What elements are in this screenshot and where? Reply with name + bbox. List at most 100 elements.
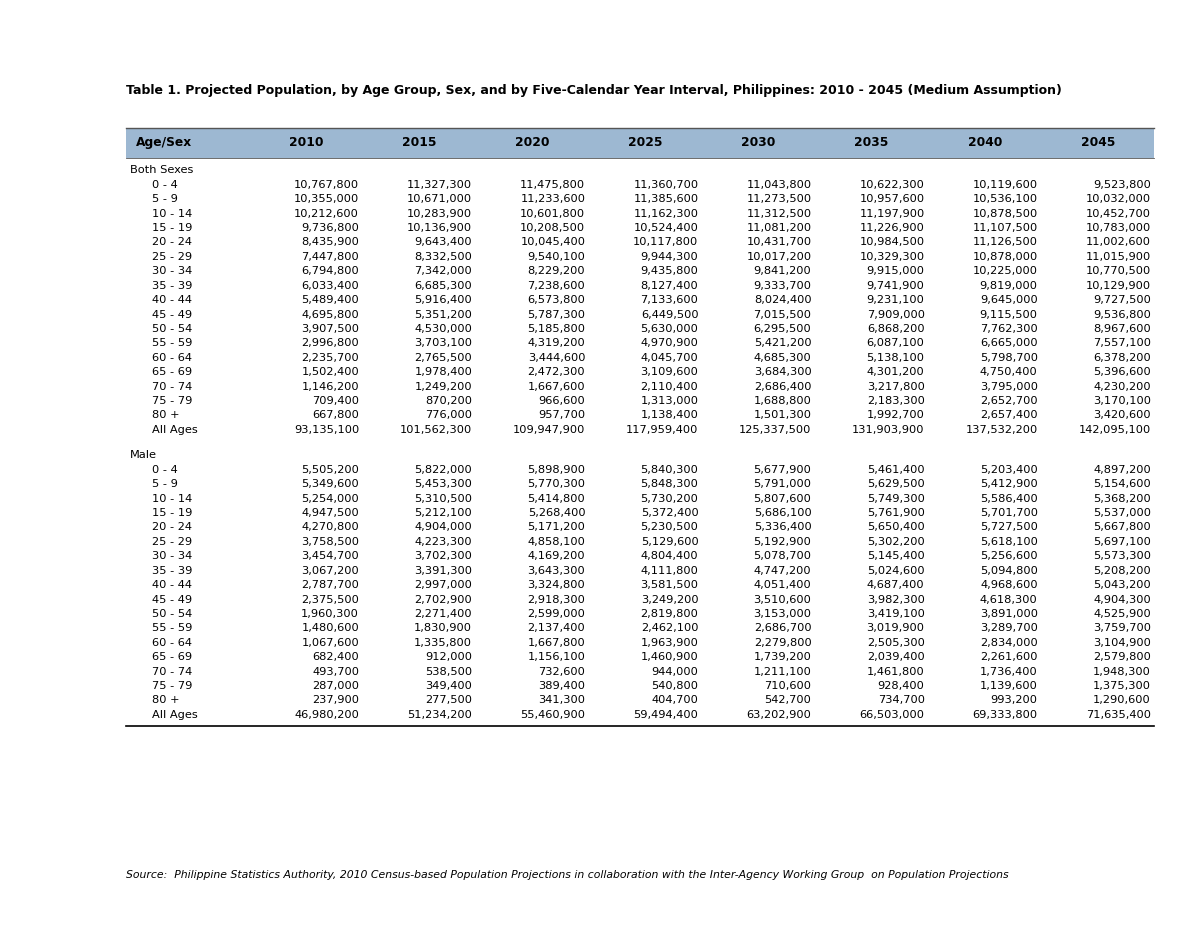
Text: 3,249,200: 3,249,200 xyxy=(641,594,698,604)
Text: 5,630,000: 5,630,000 xyxy=(641,324,698,334)
Text: 1,067,600: 1,067,600 xyxy=(301,638,359,648)
Text: 341,300: 341,300 xyxy=(539,695,586,705)
Text: 30 - 34: 30 - 34 xyxy=(152,266,193,276)
Text: 5,171,200: 5,171,200 xyxy=(528,523,586,532)
Text: 2,462,100: 2,462,100 xyxy=(641,623,698,633)
Text: 59,494,400: 59,494,400 xyxy=(634,710,698,720)
Text: 4,695,800: 4,695,800 xyxy=(301,310,359,320)
Text: 277,500: 277,500 xyxy=(425,695,472,705)
Text: 11,385,600: 11,385,600 xyxy=(634,194,698,204)
Text: 10,119,600: 10,119,600 xyxy=(972,180,1038,190)
Text: 5,024,600: 5,024,600 xyxy=(866,565,924,576)
Text: 389,400: 389,400 xyxy=(539,681,586,691)
Text: 9,540,100: 9,540,100 xyxy=(528,252,586,261)
Text: 870,200: 870,200 xyxy=(425,396,472,406)
Text: 2,765,500: 2,765,500 xyxy=(414,353,472,362)
Text: 66,503,000: 66,503,000 xyxy=(859,710,924,720)
Text: 5,770,300: 5,770,300 xyxy=(527,479,586,489)
Text: 5,372,400: 5,372,400 xyxy=(641,508,698,518)
Text: 5,453,300: 5,453,300 xyxy=(414,479,472,489)
Text: 10 - 14: 10 - 14 xyxy=(152,209,193,219)
Text: 30 - 34: 30 - 34 xyxy=(152,552,193,561)
Text: 11,002,600: 11,002,600 xyxy=(1086,237,1151,248)
Text: 1,138,400: 1,138,400 xyxy=(641,411,698,421)
Text: 3,289,700: 3,289,700 xyxy=(980,623,1038,633)
Text: 4,051,400: 4,051,400 xyxy=(754,580,811,590)
Text: 55 - 59: 55 - 59 xyxy=(152,623,193,633)
Text: 6,573,800: 6,573,800 xyxy=(528,295,586,305)
Text: 10,524,400: 10,524,400 xyxy=(634,223,698,233)
Text: 4,301,200: 4,301,200 xyxy=(866,367,924,377)
Text: 2,997,000: 2,997,000 xyxy=(414,580,472,590)
Text: 11,043,800: 11,043,800 xyxy=(746,180,811,190)
Text: 6,378,200: 6,378,200 xyxy=(1093,353,1151,362)
Text: 682,400: 682,400 xyxy=(312,653,359,662)
Text: 5,822,000: 5,822,000 xyxy=(414,464,472,475)
Text: 10,770,500: 10,770,500 xyxy=(1086,266,1151,276)
Text: 7,909,000: 7,909,000 xyxy=(866,310,924,320)
Text: 8,229,200: 8,229,200 xyxy=(528,266,586,276)
Text: 2020: 2020 xyxy=(515,136,550,149)
Text: 4,970,900: 4,970,900 xyxy=(641,338,698,349)
Text: 1,963,900: 1,963,900 xyxy=(641,638,698,648)
Text: 5,192,900: 5,192,900 xyxy=(754,537,811,547)
Text: 35 - 39: 35 - 39 xyxy=(152,565,193,576)
Text: 11,360,700: 11,360,700 xyxy=(634,180,698,190)
Text: 10,622,300: 10,622,300 xyxy=(859,180,924,190)
Text: 4,897,200: 4,897,200 xyxy=(1093,464,1151,475)
Text: 1,948,300: 1,948,300 xyxy=(1093,667,1151,677)
Text: 7,447,800: 7,447,800 xyxy=(301,252,359,261)
Text: 1,960,300: 1,960,300 xyxy=(301,609,359,619)
Text: 3,643,300: 3,643,300 xyxy=(528,565,586,576)
Text: 6,794,800: 6,794,800 xyxy=(301,266,359,276)
Text: 5,727,500: 5,727,500 xyxy=(980,523,1038,532)
Text: 5,145,400: 5,145,400 xyxy=(866,552,924,561)
Text: 1,335,800: 1,335,800 xyxy=(414,638,472,648)
Text: 7,238,600: 7,238,600 xyxy=(528,281,586,291)
Text: 9,435,800: 9,435,800 xyxy=(641,266,698,276)
Text: 2,472,300: 2,472,300 xyxy=(528,367,586,377)
Text: 10,017,200: 10,017,200 xyxy=(746,252,811,261)
Text: 2,819,800: 2,819,800 xyxy=(641,609,698,619)
Text: Source:  Philippine Statistics Authority, 2010 Census-based Population Projectio: Source: Philippine Statistics Authority,… xyxy=(126,870,1009,880)
Text: 4,904,300: 4,904,300 xyxy=(1093,594,1151,604)
Bar xyxy=(126,128,1154,158)
Text: 4,618,300: 4,618,300 xyxy=(980,594,1038,604)
Text: 10,601,800: 10,601,800 xyxy=(520,209,586,219)
Text: 966,600: 966,600 xyxy=(539,396,586,406)
Text: 4,904,000: 4,904,000 xyxy=(414,523,472,532)
Text: 1,211,100: 1,211,100 xyxy=(754,667,811,677)
Text: 6,449,500: 6,449,500 xyxy=(641,310,698,320)
Text: 2035: 2035 xyxy=(854,136,889,149)
Text: 5,414,800: 5,414,800 xyxy=(528,493,586,503)
Text: 5,798,700: 5,798,700 xyxy=(979,353,1038,362)
Text: 2,686,700: 2,686,700 xyxy=(754,623,811,633)
Text: 3,982,300: 3,982,300 xyxy=(866,594,924,604)
Text: 5,310,500: 5,310,500 xyxy=(414,493,472,503)
Text: 2,235,700: 2,235,700 xyxy=(301,353,359,362)
Text: 5,807,600: 5,807,600 xyxy=(754,493,811,503)
Text: 2030: 2030 xyxy=(742,136,775,149)
Text: 5,094,800: 5,094,800 xyxy=(980,565,1038,576)
Text: 2,996,800: 2,996,800 xyxy=(301,338,359,349)
Text: 131,903,900: 131,903,900 xyxy=(852,425,924,435)
Text: 5,791,000: 5,791,000 xyxy=(754,479,811,489)
Text: 11,327,300: 11,327,300 xyxy=(407,180,472,190)
Text: 8,967,600: 8,967,600 xyxy=(1093,324,1151,334)
Text: 1,667,800: 1,667,800 xyxy=(528,638,586,648)
Text: 3,444,600: 3,444,600 xyxy=(528,353,586,362)
Text: 4,947,500: 4,947,500 xyxy=(301,508,359,518)
Text: 2,787,700: 2,787,700 xyxy=(301,580,359,590)
Text: 2,505,300: 2,505,300 xyxy=(866,638,924,648)
Text: 9,333,700: 9,333,700 xyxy=(754,281,811,291)
Text: 10,045,400: 10,045,400 xyxy=(521,237,586,248)
Text: Male: Male xyxy=(130,451,156,461)
Text: 5,336,400: 5,336,400 xyxy=(754,523,811,532)
Text: 45 - 49: 45 - 49 xyxy=(152,594,192,604)
Text: 5,043,200: 5,043,200 xyxy=(1093,580,1151,590)
Text: 5,368,200: 5,368,200 xyxy=(1093,493,1151,503)
Text: 10,783,000: 10,783,000 xyxy=(1086,223,1151,233)
Text: 5,629,500: 5,629,500 xyxy=(866,479,924,489)
Text: 2,137,400: 2,137,400 xyxy=(528,623,586,633)
Text: 2025: 2025 xyxy=(628,136,662,149)
